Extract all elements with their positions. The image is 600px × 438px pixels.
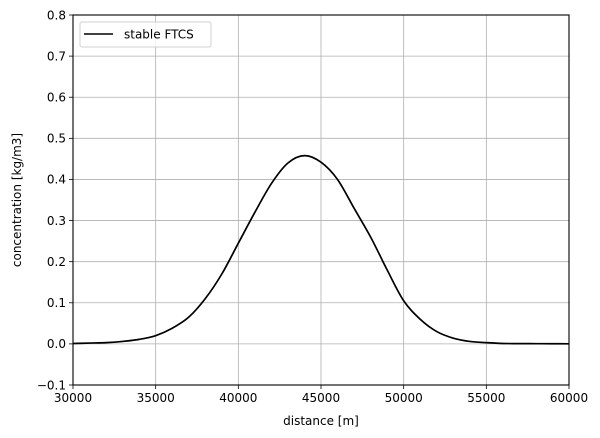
y-tick-label: −0.1 [37,378,66,392]
y-tick-label: 0.3 [47,214,66,228]
x-tick-label: 40000 [219,391,257,405]
plot-series [72,154,570,345]
legend-label: stable FTCS [124,28,194,42]
y-tick-label: 0.2 [47,255,66,269]
series-line [72,154,570,345]
x-tick-label: 35000 [137,391,175,405]
legend-box [79,21,212,48]
x-tick-label: 50000 [385,391,423,405]
x-tick-label: 30000 [54,391,92,405]
y-axis-ticks: −0.1 0.0 0.1 0.2 0.3 0.4 0.5 0.6 0.7 0.8 [37,8,73,392]
grid-lines [72,14,570,386]
x-axis-ticks: 30000 35000 40000 45000 50000 55000 60000 [54,385,588,405]
y-tick-label: 0.4 [47,173,66,187]
y-tick-label: 0.7 [47,49,66,63]
y-tick-label: 0.8 [47,8,66,22]
x-tick-label: 60000 [550,391,588,405]
y-tick-label: 0.1 [47,296,66,310]
x-tick-label: 55000 [467,391,505,405]
x-tick-label: 45000 [302,391,340,405]
y-tick-label: 0.0 [47,337,66,351]
y-tick-label: 0.6 [47,91,66,105]
x-axis-label: distance [m] [283,414,359,428]
y-axis-label: concentration [kg/m3] [10,133,24,267]
legend: stable FTCS [79,21,212,48]
y-tick-label: 0.5 [47,132,66,146]
